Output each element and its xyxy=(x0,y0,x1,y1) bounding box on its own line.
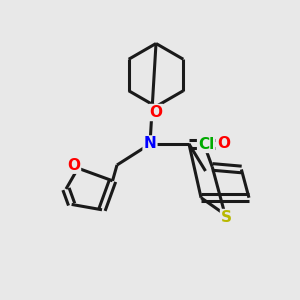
Text: O: O xyxy=(149,105,163,120)
Text: O: O xyxy=(217,136,230,152)
Text: O: O xyxy=(67,158,80,173)
Text: Cl: Cl xyxy=(198,137,214,152)
Text: N: N xyxy=(144,136,156,152)
Text: S: S xyxy=(221,210,232,225)
